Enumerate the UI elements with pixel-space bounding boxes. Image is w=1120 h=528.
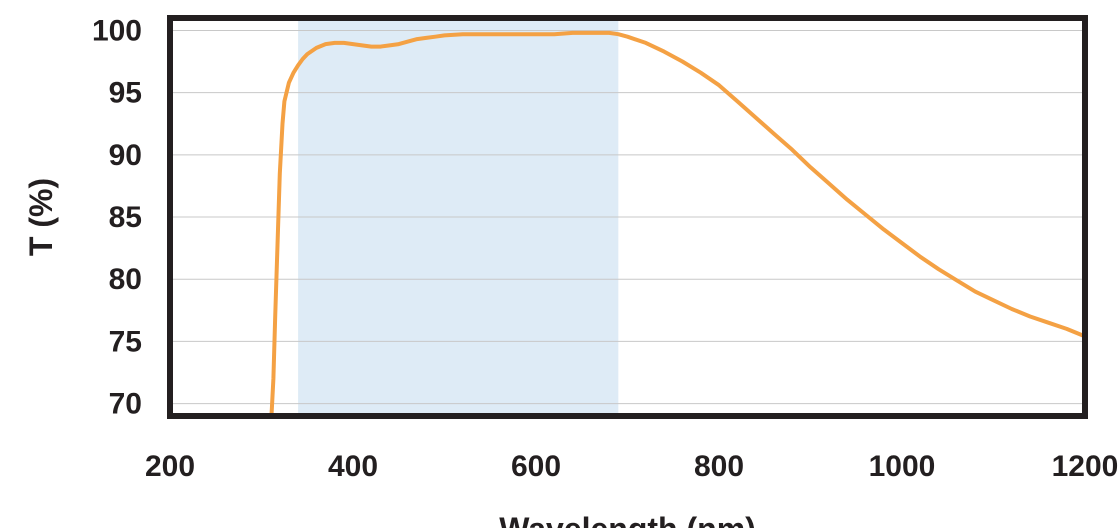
- y-tick-label: 95: [109, 77, 142, 110]
- y-tick-label: 70: [109, 388, 142, 421]
- y-axis-title: T (%): [23, 178, 59, 256]
- x-tick-label: 600: [511, 450, 561, 483]
- y-tick-label: 75: [109, 325, 142, 358]
- x-tick-label: 400: [328, 450, 378, 483]
- y-tick-label: 80: [109, 263, 142, 296]
- y-tick-label: 90: [109, 139, 142, 172]
- x-tick-label: 200: [145, 450, 195, 483]
- x-tick-label: 1000: [869, 450, 936, 483]
- series-line-0: [269, 30, 1087, 416]
- y-tick-label: 100: [92, 14, 142, 47]
- x-tick-label: 1200: [1052, 450, 1119, 483]
- y-tick-label: 85: [109, 201, 142, 234]
- x-axis-title: Wavelength (nm): [499, 511, 756, 528]
- x-tick-label: 800: [694, 450, 744, 483]
- plot-frame: [167, 15, 1088, 419]
